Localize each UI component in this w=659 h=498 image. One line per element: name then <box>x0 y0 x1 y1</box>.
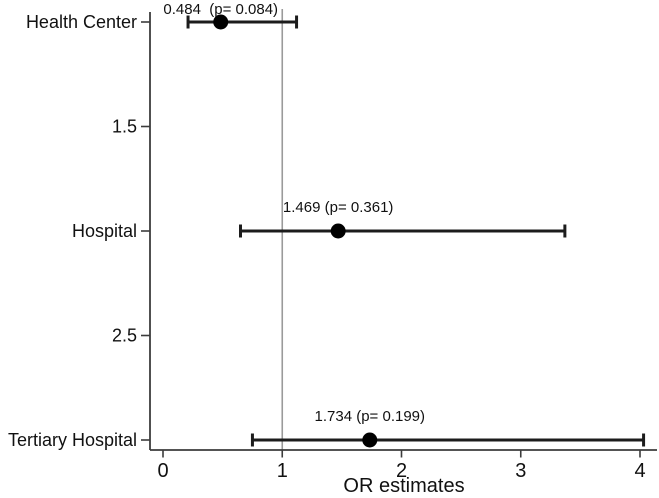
forest-row: 1.469 (p= 0.361) <box>239 199 567 239</box>
x-tick-label: 0 <box>157 460 168 482</box>
x-axis-title: OR estimates <box>343 475 464 497</box>
x-tick-label: 1 <box>277 460 288 482</box>
ticks-layer: 0 1 2 3 4 Health Center 1.5 Hospital 2.5 Tertiary… <box>8 12 646 482</box>
x-tick-label: 3 <box>515 460 526 482</box>
y-tick-label: 1.5 <box>112 117 137 137</box>
y-tick-label: Hospital <box>72 221 137 241</box>
point-marker <box>213 14 229 30</box>
estimate-annotation: 0.484 (p= 0.084) <box>163 1 278 18</box>
estimate-annotation: 1.469 (p= 0.361) <box>283 199 394 216</box>
point-marker <box>330 223 346 239</box>
y-tick-label: Health Center <box>26 12 137 32</box>
y-tick-label: Tertiary Hospital <box>8 430 137 450</box>
x-tick-label: 2 <box>396 460 407 482</box>
data-rows-layer: 0.484 (p= 0.084) 1.469 (p= 0.361) 1.734 (p… <box>163 1 646 448</box>
point-marker <box>362 432 378 448</box>
x-tick-label: 4 <box>634 460 645 482</box>
forest-row: 0.484 (p= 0.084) <box>163 1 299 30</box>
forest-row: 1.734 (p= 0.199) <box>250 408 646 448</box>
estimate-annotation: 1.734 (p= 0.199) <box>315 408 426 425</box>
y-tick-label: 2.5 <box>112 326 137 346</box>
